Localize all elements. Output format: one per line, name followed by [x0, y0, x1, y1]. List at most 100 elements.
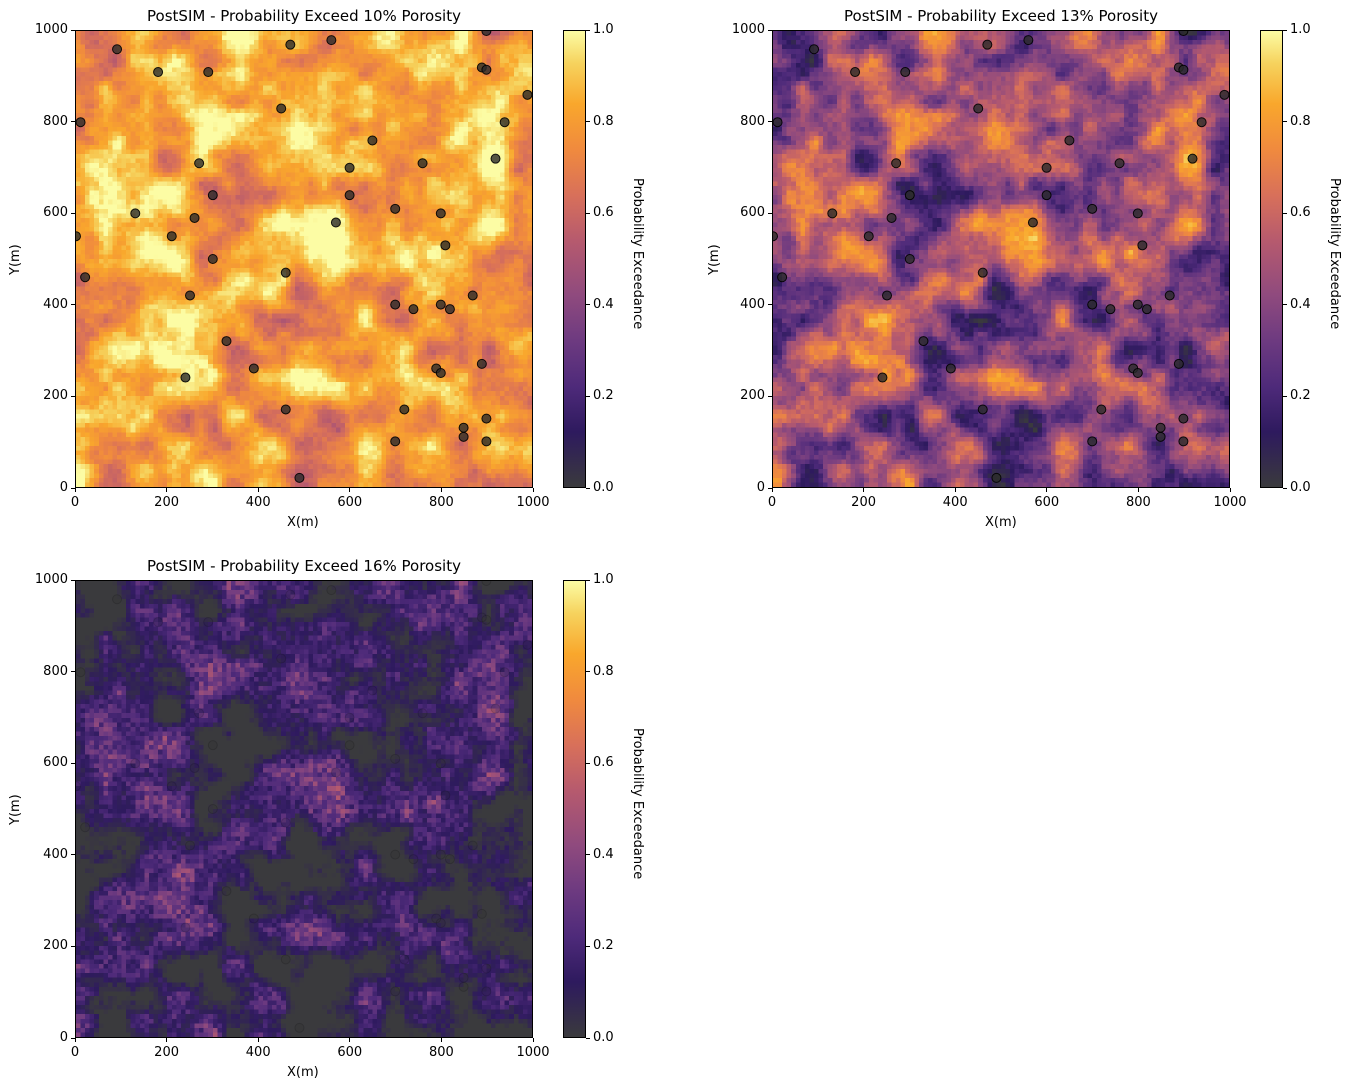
well-marker: [467, 840, 478, 851]
y-axis-label: Y(m): [8, 244, 23, 275]
well-marker: [481, 614, 492, 625]
x-tick-mark: [440, 1038, 442, 1042]
colorbar-tick-mark: [1283, 121, 1287, 123]
well-marker: [417, 158, 428, 169]
x-tick-label: 0: [767, 495, 777, 510]
well-marker: [1173, 358, 1184, 369]
well-marker: [280, 404, 291, 415]
well-marker: [1196, 117, 1207, 128]
x-tick-label: 400: [245, 495, 271, 510]
colorbar-tick-mark: [586, 1037, 590, 1039]
well-marker: [344, 162, 355, 173]
well-marker: [882, 290, 892, 301]
x-tick-mark: [1046, 488, 1048, 492]
well-marker: [982, 39, 993, 50]
x-tick-label: 800: [428, 1045, 454, 1060]
well-marker: [280, 954, 291, 965]
well-marker: [1155, 431, 1166, 442]
heatmap-13pct: [773, 31, 1229, 487]
colorbar: [563, 30, 586, 488]
x-tick-mark: [166, 488, 168, 492]
colorbar-tick-mark: [586, 121, 590, 123]
colorbar-tick-label: 0.6: [593, 755, 614, 771]
well-marker: [248, 363, 259, 374]
well-marker: [1087, 436, 1098, 447]
heatmap-plot-area: [75, 30, 533, 488]
well-marker: [390, 849, 401, 860]
colorbar: [1260, 30, 1283, 488]
well-marker: [522, 89, 532, 100]
well-markers: [76, 581, 532, 1033]
well-marker: [481, 413, 492, 424]
y-tick-mark: [71, 945, 75, 947]
well-marker: [344, 712, 355, 723]
well-marker: [1064, 135, 1075, 146]
y-tick-mark: [71, 487, 75, 489]
well-marker: [390, 299, 401, 310]
x-tick-mark: [257, 488, 259, 492]
x-tick-label: 1000: [516, 1045, 550, 1060]
colorbar-tick-mark: [1283, 395, 1287, 397]
x-tick-mark: [74, 488, 76, 492]
well-marker: [1132, 299, 1143, 310]
well-marker: [153, 617, 164, 628]
colorbar-tick-mark: [586, 671, 590, 673]
well-marker: [80, 822, 91, 833]
y-tick-label: 800: [43, 113, 68, 129]
heatmap-16pct: [76, 581, 532, 1037]
well-marker: [417, 708, 428, 719]
x-tick-label: 400: [942, 495, 968, 510]
well-marker: [194, 708, 205, 719]
well-marker: [773, 231, 778, 242]
colorbar-tick-mark: [1283, 487, 1287, 489]
well-marker: [918, 336, 929, 347]
well-marker: [1023, 35, 1034, 46]
x-tick-mark: [1229, 488, 1231, 492]
x-tick-mark: [532, 488, 534, 492]
well-marker: [435, 299, 446, 310]
well-marker: [476, 908, 487, 919]
colorbar-tick-label: 0.0: [1290, 480, 1311, 495]
colorbar-tick-mark: [1283, 304, 1287, 306]
well-marker: [248, 913, 259, 924]
well-marker: [481, 31, 492, 36]
y-tick-label: 200: [740, 388, 765, 404]
well-marker: [435, 368, 446, 378]
y-axis-label: Y(m): [8, 794, 23, 825]
well-marker: [408, 854, 419, 865]
x-tick-label: 400: [245, 1045, 271, 1060]
y-tick-mark: [768, 121, 772, 123]
colorbar-tick-mark: [586, 762, 590, 764]
well-marker: [1178, 31, 1189, 36]
well-marker: [431, 913, 442, 924]
well-marker: [280, 817, 291, 828]
well-marker: [973, 103, 984, 114]
y-tick-label: 400: [740, 296, 765, 312]
well-marker: [1155, 422, 1166, 433]
well-marker: [1041, 190, 1052, 201]
y-tick-mark: [71, 121, 75, 123]
y-tick-label: 400: [43, 846, 68, 862]
y-tick-mark: [768, 304, 772, 306]
well-marker: [900, 67, 911, 78]
colorbar-tick-label: 0.0: [593, 1030, 614, 1045]
well-marker: [490, 703, 501, 714]
well-marker: [476, 358, 487, 369]
well-marker: [203, 67, 214, 78]
well-marker: [886, 212, 897, 223]
colorbar-tick-mark: [586, 579, 590, 581]
y-tick-mark: [71, 762, 75, 764]
well-marker: [399, 404, 410, 415]
colorbar-tick-label: 0.2: [593, 388, 614, 404]
well-marker: [904, 254, 915, 264]
x-tick-mark: [74, 1038, 76, 1042]
colorbar-tick-label: 0.8: [1290, 113, 1311, 129]
y-tick-label: 0: [756, 480, 765, 495]
colorbar-label: Probability Exceedance: [630, 728, 645, 880]
well-marker: [112, 594, 123, 605]
colorbar-tick-label: 0.4: [1290, 296, 1311, 312]
x-tick-label: 200: [154, 1045, 180, 1060]
x-tick-mark: [349, 1038, 351, 1042]
well-marker: [326, 35, 337, 46]
well-marker: [1187, 153, 1198, 164]
